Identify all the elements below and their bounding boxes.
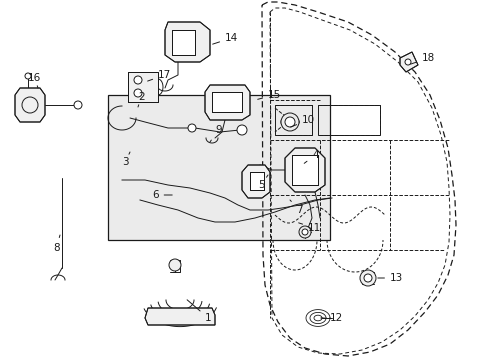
- Circle shape: [281, 113, 298, 131]
- Circle shape: [237, 125, 246, 135]
- Circle shape: [169, 259, 181, 271]
- Polygon shape: [15, 88, 45, 122]
- Text: 15: 15: [257, 90, 281, 100]
- Circle shape: [305, 227, 310, 233]
- Text: 17: 17: [147, 70, 171, 81]
- Polygon shape: [285, 148, 325, 192]
- Polygon shape: [164, 22, 209, 62]
- Polygon shape: [399, 52, 417, 72]
- Circle shape: [22, 97, 38, 113]
- Text: 10: 10: [290, 115, 314, 127]
- Circle shape: [404, 59, 410, 65]
- Circle shape: [302, 229, 307, 235]
- Circle shape: [25, 73, 31, 79]
- FancyBboxPatch shape: [108, 95, 329, 240]
- Text: 5: 5: [258, 175, 267, 190]
- Text: 2: 2: [138, 92, 144, 107]
- Text: 9: 9: [209, 125, 221, 142]
- Polygon shape: [204, 85, 249, 120]
- Text: 13: 13: [377, 273, 403, 283]
- Circle shape: [134, 89, 142, 97]
- Circle shape: [74, 101, 82, 109]
- Circle shape: [134, 76, 142, 84]
- Polygon shape: [172, 30, 195, 55]
- Polygon shape: [212, 92, 242, 112]
- Polygon shape: [145, 308, 215, 325]
- Circle shape: [187, 124, 196, 132]
- Circle shape: [298, 226, 310, 238]
- Text: 3: 3: [122, 152, 130, 167]
- Circle shape: [359, 270, 375, 286]
- Text: 1: 1: [187, 300, 211, 323]
- Text: 7: 7: [289, 200, 302, 215]
- Polygon shape: [249, 172, 264, 190]
- Text: 18: 18: [410, 53, 434, 64]
- Polygon shape: [291, 155, 317, 185]
- Text: 11: 11: [298, 223, 321, 233]
- Text: 12: 12: [320, 313, 343, 323]
- Polygon shape: [128, 72, 158, 102]
- Circle shape: [285, 117, 294, 127]
- Text: 6: 6: [152, 190, 172, 200]
- Text: 14: 14: [212, 33, 238, 44]
- Polygon shape: [242, 165, 269, 198]
- Text: 16: 16: [28, 73, 41, 88]
- Text: 8: 8: [53, 235, 60, 253]
- Circle shape: [363, 274, 371, 282]
- Text: 4: 4: [304, 150, 318, 163]
